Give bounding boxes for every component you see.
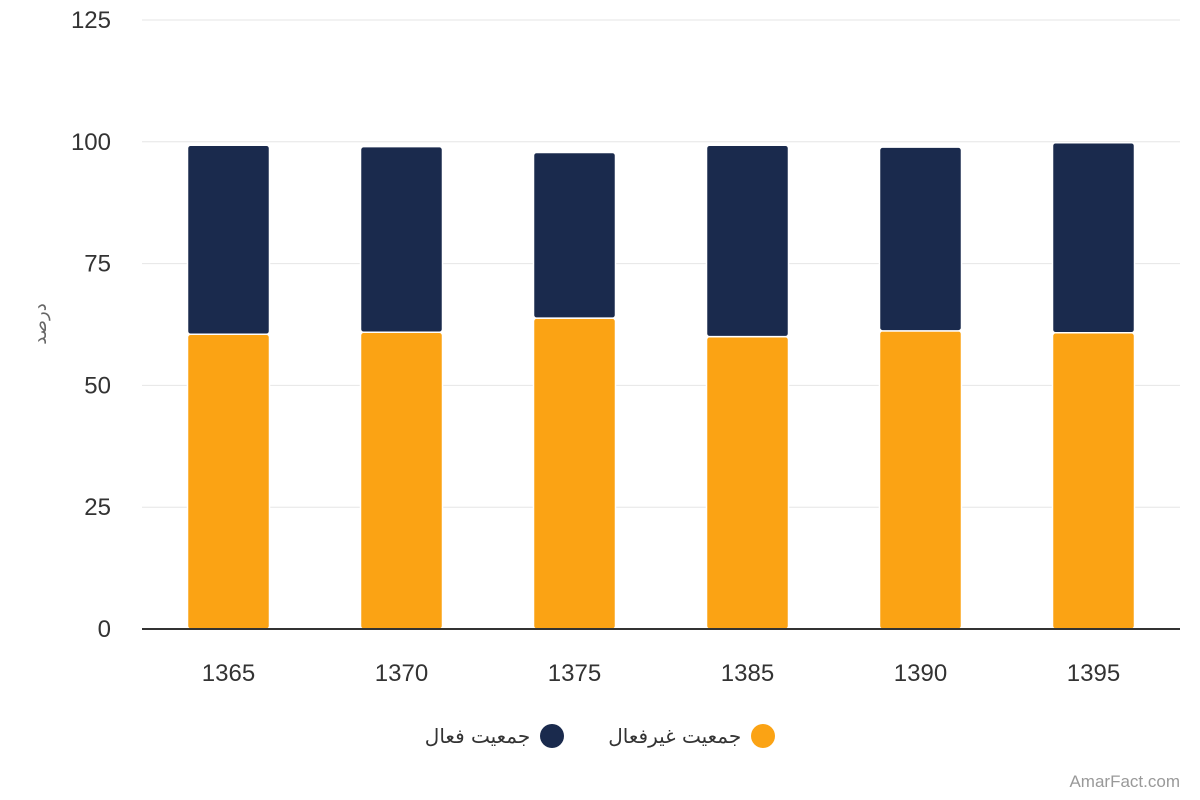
bar-segment[interactable] <box>532 151 617 319</box>
grid-lines <box>142 19 1180 508</box>
bar-segment[interactable] <box>1051 142 1136 334</box>
y-axis-label: درصد <box>30 303 51 344</box>
bar-segment[interactable] <box>705 144 790 338</box>
legend-item-inactive[interactable]: جمعیت غیرفعال <box>608 724 776 748</box>
x-tick-label: 1365 <box>202 660 255 687</box>
y-tick-label: 100 <box>71 129 111 156</box>
x-axis-tick-labels: 1365 1370 1375 1385 1390 1395 <box>202 660 1120 687</box>
bar-segment[interactable] <box>705 335 790 630</box>
bars <box>186 142 1136 630</box>
bar-segment[interactable] <box>359 145 444 334</box>
bar-segment[interactable] <box>878 330 963 630</box>
y-tick-label: 75 <box>84 251 111 278</box>
bar-segment[interactable] <box>1051 332 1136 630</box>
bar-segment[interactable] <box>186 144 271 335</box>
bar-segment[interactable] <box>186 333 271 630</box>
y-tick-label: 50 <box>84 372 111 399</box>
legend-item-active[interactable]: جمعیت فعال <box>424 724 565 748</box>
credit-text[interactable]: AmarFact.com <box>1069 772 1180 791</box>
x-tick-label: 1395 <box>1067 660 1120 687</box>
bar-segment[interactable] <box>532 317 617 630</box>
y-axis-tick-labels: 0 25 50 75 100 125 <box>71 7 111 643</box>
y-tick-label: 0 <box>98 616 111 643</box>
x-tick-label: 1385 <box>721 660 774 687</box>
legend-label-inactive: جمعیت غیرفعال <box>608 724 742 748</box>
x-tick-label: 1375 <box>548 660 601 687</box>
legend-marker-inactive <box>751 724 776 748</box>
legend-label-active: جمعیت فعال <box>424 724 531 748</box>
legend-marker-active <box>540 724 565 748</box>
x-tick-label: 1370 <box>375 660 428 687</box>
legend: جمعیت غیرفعال جمعیت فعال <box>0 724 1200 748</box>
bar-segment[interactable] <box>878 146 963 332</box>
y-tick-label: 25 <box>84 494 111 521</box>
x-tick-label: 1390 <box>894 660 947 687</box>
y-tick-label: 125 <box>71 7 111 34</box>
bar-segment[interactable] <box>359 331 444 630</box>
